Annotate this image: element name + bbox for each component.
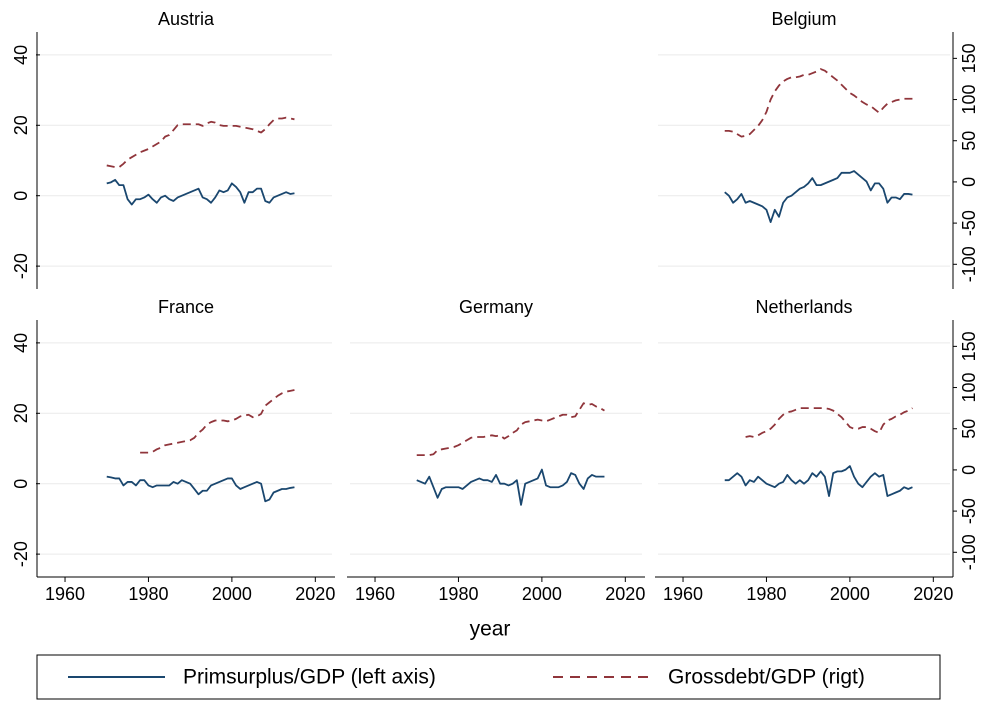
series-line xyxy=(106,475,295,503)
legend-label: Grossdebt/GDP (rigt) xyxy=(668,666,865,689)
y2-tick-label: 0 xyxy=(959,177,979,187)
y-tick-label: -20 xyxy=(11,253,31,279)
panel: Belgium -100 -50 0 50 100 150 xyxy=(658,9,979,289)
panel: Netherlands -100 -50 0 50 100 150 1960 1980 2000 2… xyxy=(655,297,979,604)
series-line xyxy=(106,116,295,168)
y-tick-label: 20 xyxy=(11,115,31,135)
x-tick-label: 1960 xyxy=(45,584,85,604)
series-line xyxy=(140,389,295,454)
panel-title: Austria xyxy=(158,9,215,29)
x-tick-label: 2020 xyxy=(295,584,335,604)
panel-title: Germany xyxy=(459,297,533,317)
panel-title: Belgium xyxy=(771,9,836,29)
x-tick-label: 2000 xyxy=(830,584,870,604)
x-tick-label: 2000 xyxy=(522,584,562,604)
legend-label: Primsurplus/GDP (left axis) xyxy=(183,666,436,689)
series-line xyxy=(724,465,913,497)
series-line xyxy=(745,407,913,438)
y2-tick-label: 50 xyxy=(959,131,979,151)
x-axis-title: year xyxy=(470,618,511,641)
y2-tick-label: 150 xyxy=(959,43,979,73)
y2-tick-label: 150 xyxy=(959,331,979,361)
x-tick-label: 2020 xyxy=(913,584,953,604)
y-tick-label: -20 xyxy=(11,541,31,567)
panel: Austria -20 0 20 40 xyxy=(11,9,332,289)
x-tick-label: 2000 xyxy=(212,584,252,604)
x-tick-label: 1960 xyxy=(663,584,703,604)
legend-box xyxy=(36,654,941,700)
panel-title: France xyxy=(158,297,214,317)
y-tick-label: 0 xyxy=(11,479,31,489)
y2-tick-label: 50 xyxy=(959,419,979,439)
y-tick-label: 20 xyxy=(11,403,31,423)
y-tick-label: 40 xyxy=(11,333,31,353)
x-tick-label: 2020 xyxy=(605,584,645,604)
x-tick-label: 1980 xyxy=(438,584,478,604)
panel: Germany 1960 1980 2000 2020 xyxy=(347,297,645,604)
x-tick-label: 1960 xyxy=(355,584,395,604)
y2-tick-label: -100 xyxy=(959,246,979,282)
y2-tick-label: -100 xyxy=(959,534,979,570)
series-line xyxy=(416,468,605,506)
panel: France -20 0 20 40 1960 1980 2000 2020 xyxy=(11,297,336,604)
series-line xyxy=(416,402,605,456)
y-tick-label: 0 xyxy=(11,191,31,201)
series-line xyxy=(724,170,913,224)
x-tick-label: 1980 xyxy=(746,584,786,604)
y2-tick-label: -50 xyxy=(959,210,979,236)
y2-tick-label: 100 xyxy=(959,373,979,403)
y2-tick-label: 100 xyxy=(959,85,979,115)
x-tick-label: 1980 xyxy=(128,584,168,604)
series-line xyxy=(106,178,295,206)
y2-tick-label: 0 xyxy=(959,465,979,475)
panel-title: Netherlands xyxy=(755,297,852,317)
y-tick-label: 40 xyxy=(11,45,31,65)
legend: Primsurplus/GDP (left axis) Grossdebt/GD… xyxy=(36,654,941,700)
y2-tick-label: -50 xyxy=(959,498,979,524)
